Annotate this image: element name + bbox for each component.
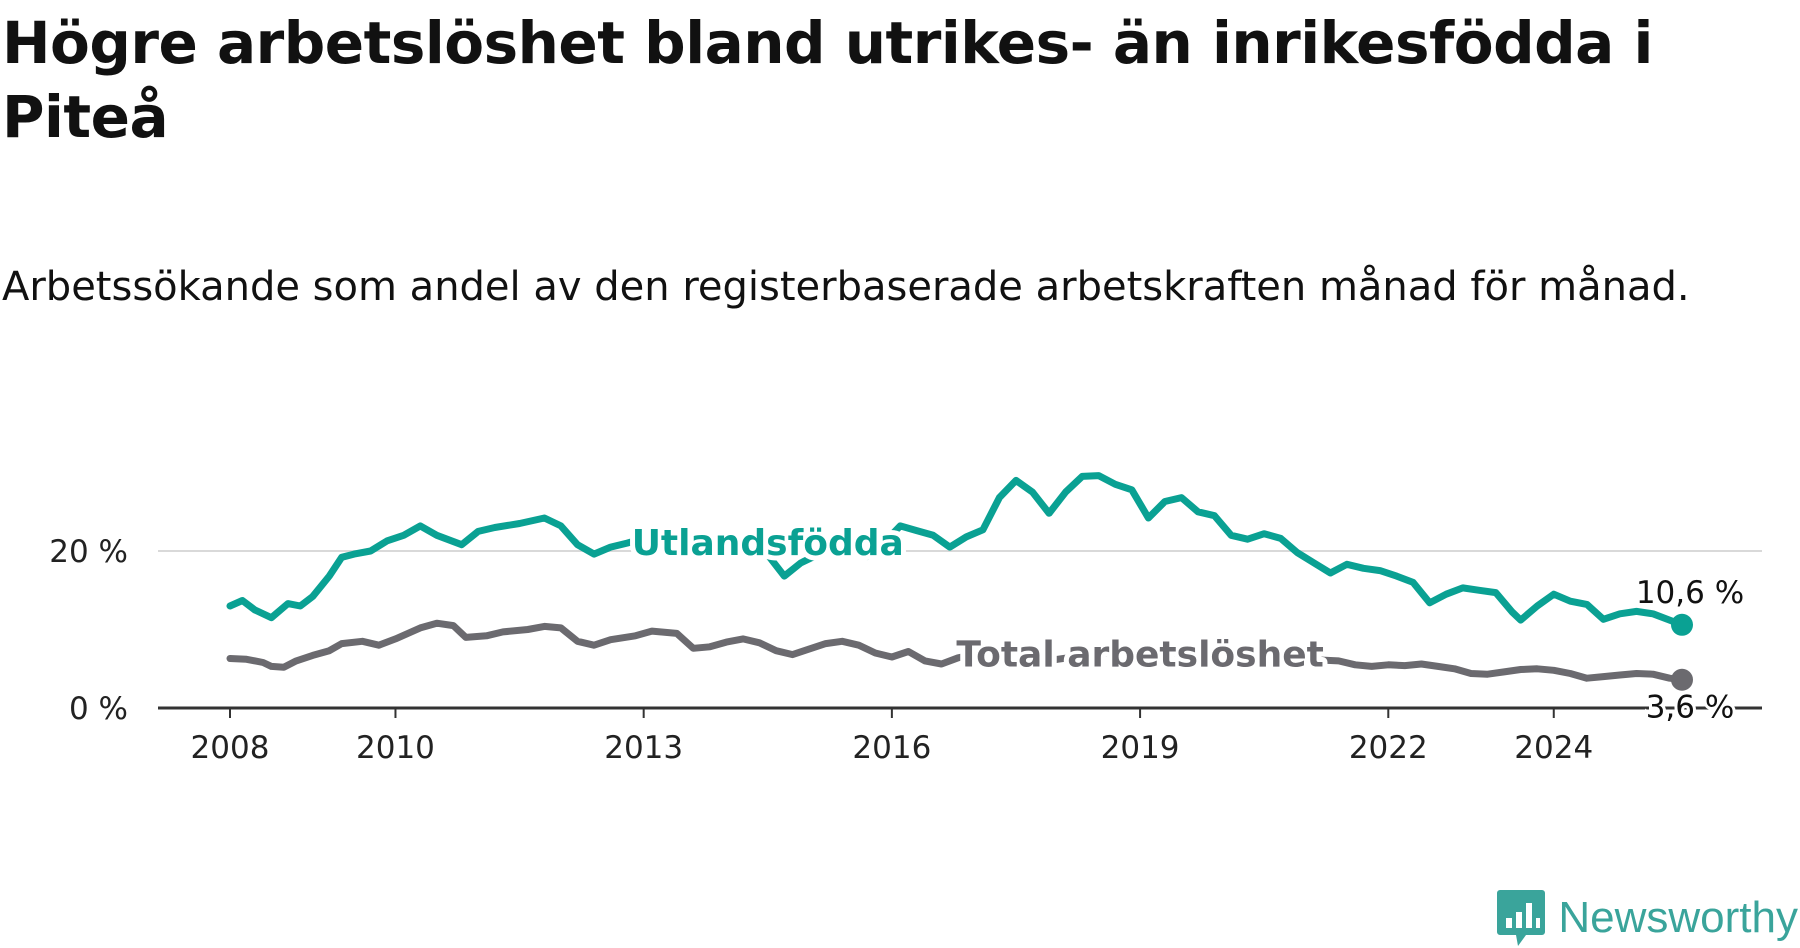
x-tick-label: 2022 [1349,730,1428,766]
bar-chart-logo-icon [1497,890,1546,946]
series-end-markers: 10,6 % 3,6 % [1633,572,1747,729]
brand-logo: Newsworthy [1496,888,1798,948]
y-tick-label: 20 % [49,534,128,570]
x-tick-label: 2010 [356,730,435,766]
series-labels: Utlandsfödda Total arbetslöshet [627,518,1329,680]
end-point [1671,668,1693,691]
chart-title: Högre arbetslöshet bland utrikes- än inr… [2,9,1653,151]
end-point [1671,613,1693,636]
series-lines [226,472,1686,684]
series-line-utlandsfödda [226,472,1686,629]
x-tick-label: 2008 [191,730,270,766]
chart-subtitle: Arbetssökande som andel av den registerb… [2,264,1690,310]
x-tick-label: 2024 [1514,730,1593,766]
y-axis-tick-labels: 0 % 20 % [49,534,128,727]
y-tick-label: 0 % [69,691,128,727]
series-label: Total arbetslöshet [956,635,1324,676]
x-tick-label: 2019 [1101,730,1180,766]
x-axis-tick-labels: 2008 2010 2013 2016 2019 2022 2024 [191,730,1594,766]
end-value-label: 10,6 % [1636,575,1744,611]
x-tick-label: 2016 [852,730,931,766]
x-tick-label: 2013 [604,730,683,766]
x-axis [158,706,1762,718]
series-line-total-arbetslöshet [226,619,1686,684]
series-label: Utlandsfödda [632,523,904,564]
end-value-label: 3,6 % [1646,690,1735,726]
brand-name: Newsworthy [1558,893,1798,942]
